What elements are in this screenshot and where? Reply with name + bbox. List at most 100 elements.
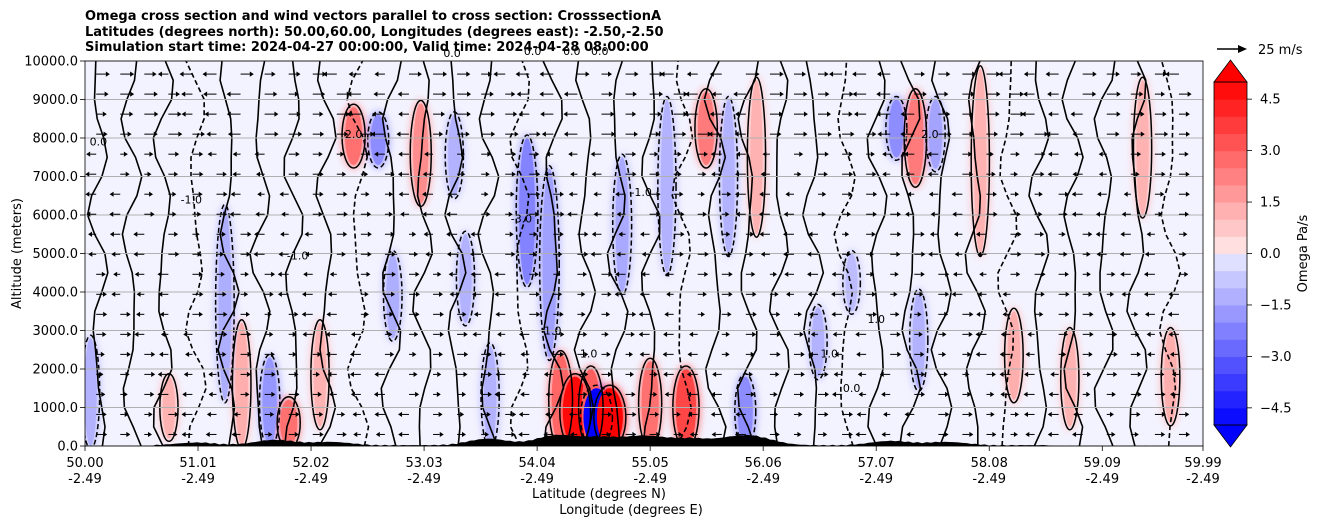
- wind-vector-head: [269, 331, 274, 337]
- wind-vector-head: [319, 431, 324, 438]
- x-axis-label-longitude: Longitude (degrees E): [559, 503, 703, 518]
- omega-feature: [974, 68, 987, 254]
- omega-feature: [1007, 311, 1021, 400]
- omega-contour-line: [547, 349, 574, 446]
- wind-vector-head: [390, 231, 395, 237]
- x-tick-label-lat: 54.04: [519, 456, 556, 471]
- wind-vector-head: [544, 171, 549, 177]
- wind-vector-head: [220, 251, 225, 257]
- wind-vector-head: [656, 431, 661, 438]
- wind-vector-head: [1088, 231, 1093, 237]
- omega-feature: [459, 234, 472, 323]
- wind-vector-head: [1065, 191, 1070, 197]
- wind-vector-head: [320, 131, 325, 137]
- wind-vector-head: [390, 171, 395, 177]
- wind-vector-head: [905, 211, 910, 217]
- wind-vector-head: [831, 311, 836, 317]
- wind-vector-head: [157, 371, 162, 377]
- wind-vector-head: [735, 151, 740, 157]
- wind-vector-head: [203, 91, 208, 97]
- wind-vector-head: [269, 291, 274, 297]
- wind-vector-head: [205, 431, 210, 438]
- wind-vector-head: [975, 231, 980, 237]
- wind-vector-head: [292, 331, 297, 337]
- wind-vector-head: [412, 351, 417, 357]
- wind-vector-head: [448, 271, 453, 277]
- wind-vector-head: [111, 251, 116, 257]
- wind-vector-head: [365, 151, 370, 157]
- wind-vector-head: [802, 71, 807, 77]
- wind-vector-head: [829, 71, 834, 77]
- wind-vector-head: [197, 211, 202, 217]
- wind-vector-head: [535, 291, 540, 297]
- wind-vector-head: [616, 211, 621, 217]
- wind-vector-head: [776, 331, 781, 337]
- wind-vector-head: [1146, 331, 1151, 337]
- wind-vector-head: [134, 331, 139, 337]
- wind-vector-head: [1098, 151, 1103, 157]
- wind-vector-head: [784, 271, 789, 277]
- wind-vector-head: [412, 231, 417, 237]
- wind-vector-head: [666, 291, 671, 297]
- wind-vector-head: [367, 211, 372, 217]
- wind-vector-head: [993, 211, 998, 217]
- wind-vector-head: [150, 211, 155, 217]
- colorbar-tick-label: −4.5: [1260, 401, 1292, 416]
- wind-vector-head: [1185, 111, 1190, 117]
- wind-vector-head: [663, 371, 668, 377]
- wind-vector-head: [86, 211, 91, 217]
- wind-vector-head: [1089, 311, 1094, 317]
- wind-vector-head: [1120, 271, 1125, 277]
- wind-vector-head: [920, 271, 925, 277]
- wind-vector-head: [1095, 211, 1100, 217]
- omega-contour-line: [908, 288, 929, 392]
- wind-vector-head: [992, 371, 997, 377]
- wind-vector-head: [1086, 271, 1091, 277]
- wind-vector-head: [653, 371, 658, 377]
- wind-vector-head: [1164, 131, 1169, 137]
- omega-feature: [1136, 80, 1149, 215]
- wind-vector-head: [1097, 191, 1102, 197]
- wind-vector-head: [558, 291, 563, 297]
- wind-vector-head: [543, 431, 548, 438]
- wind-vector-head: [123, 151, 128, 157]
- colorbar-segment: [1214, 184, 1247, 203]
- wind-vectors: [85, 71, 1192, 438]
- wind-vector-head: [200, 131, 205, 137]
- omega-contour-line: [734, 372, 757, 446]
- wind-vector-head: [1169, 351, 1174, 357]
- wind-vector-head: [824, 371, 829, 377]
- wind-vector-head: [946, 71, 951, 77]
- terrain-profile: [85, 434, 1203, 446]
- wind-vector-head: [1092, 91, 1097, 97]
- wind-vector-head: [463, 371, 468, 377]
- wind-vector-head: [398, 111, 403, 117]
- wind-vector-head: [834, 351, 839, 357]
- title-line-3: Simulation start time: 2024-04-27 00:00:…: [85, 40, 649, 55]
- wind-vector-head: [512, 151, 517, 157]
- wind-vector-head: [750, 391, 755, 398]
- x-tick-label-lat: 55.05: [632, 456, 669, 471]
- wind-vector-head: [303, 271, 308, 277]
- wind-vector-head: [103, 131, 108, 137]
- wind-vector-head: [632, 111, 637, 117]
- colorbar-label: Omega Pa/s: [1296, 214, 1311, 292]
- colorbar-tick-label: 4.5: [1260, 93, 1281, 108]
- wind-vector-head: [929, 231, 934, 237]
- wind-vector-head: [827, 111, 832, 117]
- wind-vector-head: [341, 411, 346, 418]
- wind-vector-head: [563, 131, 568, 137]
- wind-vector-head: [1015, 411, 1020, 418]
- wind-vector-head: [244, 271, 249, 277]
- contour-label: 1.0: [544, 324, 562, 337]
- wind-vector-head: [375, 431, 380, 438]
- wind-vector-head: [539, 71, 544, 77]
- wind-vector-head: [897, 231, 902, 237]
- wind-vector-head: [928, 191, 933, 197]
- wind-vector-head: [109, 231, 114, 237]
- wind-vector-head: [1039, 311, 1044, 317]
- wind-vector-head: [927, 171, 932, 177]
- wind-vector-head: [511, 431, 516, 438]
- colorbar-tick-label: 3.0: [1260, 144, 1281, 159]
- wind-vector-head: [1000, 391, 1005, 398]
